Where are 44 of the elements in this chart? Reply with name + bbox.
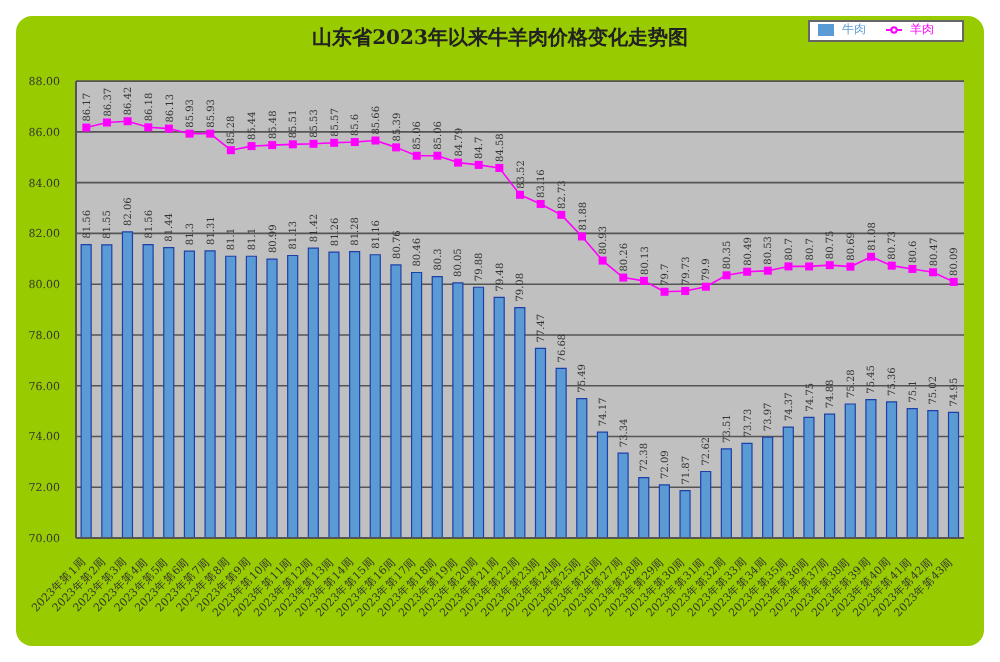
point	[722, 271, 731, 280]
point	[144, 123, 153, 132]
point	[639, 276, 648, 285]
point	[123, 117, 132, 126]
point	[164, 124, 173, 133]
point	[887, 261, 896, 270]
point	[412, 151, 421, 160]
point	[929, 268, 938, 277]
point	[392, 143, 401, 152]
point	[102, 118, 111, 127]
point	[454, 158, 463, 167]
point	[867, 252, 876, 261]
point	[660, 287, 669, 296]
point	[681, 287, 690, 296]
point	[846, 262, 855, 271]
point	[516, 190, 524, 199]
point	[949, 277, 958, 286]
point	[825, 261, 834, 270]
point	[185, 129, 194, 138]
point	[309, 139, 318, 148]
point	[536, 199, 545, 208]
point	[330, 138, 339, 147]
point	[743, 267, 752, 276]
point	[763, 266, 772, 275]
point	[433, 151, 442, 160]
point	[805, 262, 814, 271]
point	[557, 210, 566, 219]
point	[268, 141, 277, 150]
point	[288, 140, 297, 149]
point	[908, 264, 917, 273]
point	[350, 138, 359, 147]
point	[598, 256, 607, 265]
point	[701, 282, 710, 291]
point	[784, 262, 793, 271]
point	[226, 146, 235, 155]
point	[619, 273, 628, 282]
point	[577, 232, 586, 241]
chart-title: 山东省2023年以来牛羊肉价格变化走势图	[312, 28, 688, 50]
point	[206, 129, 215, 138]
point	[82, 123, 91, 132]
point	[474, 160, 483, 169]
point	[247, 142, 256, 151]
point	[371, 136, 380, 145]
point	[495, 163, 504, 172]
